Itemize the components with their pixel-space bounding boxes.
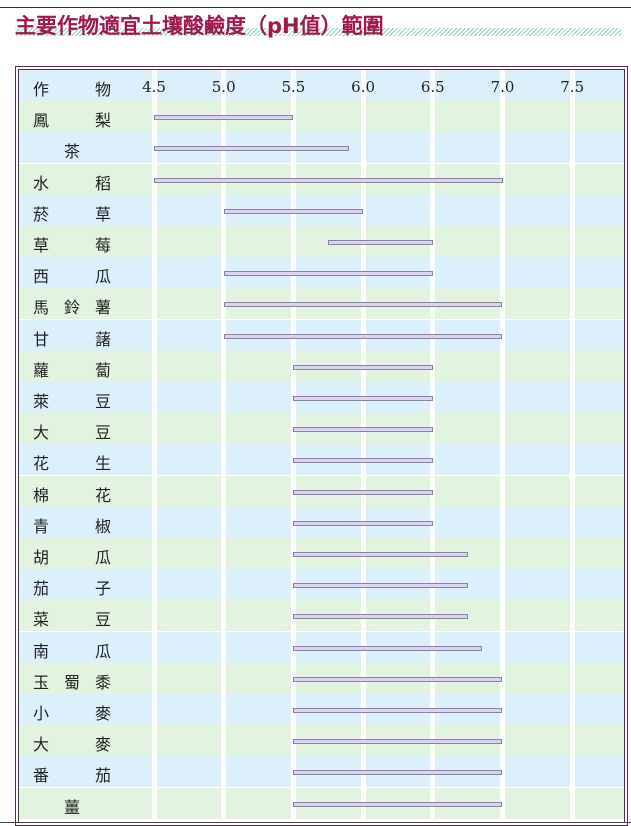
chart-frame: 4.5 5.0 5.5 6.0 6.5 7.0 7.5 作物鳳梨茶水稻菸草草莓西瓜馬鈴薯甘藷蘿… [15, 66, 628, 826]
category-label: 鳳 [32, 111, 50, 131]
range-bar [154, 115, 294, 121]
range-bar [154, 146, 350, 152]
x-tick-label: 6.5 [420, 78, 445, 96]
category-label: 萊 [32, 392, 50, 411]
header-label: 物 [94, 80, 112, 99]
x-tick-label: 5.5 [281, 78, 306, 96]
gridline [290, 70, 296, 822]
category-label: 甘 [32, 329, 50, 349]
category-label: 蜀 [63, 672, 81, 692]
category-label: 蘿 [32, 360, 50, 380]
range-bar [223, 302, 503, 308]
category-label: 草 [32, 236, 50, 255]
category-label: 花 [32, 454, 50, 474]
bottom-rule [0, 822, 631, 823]
range-bar [293, 552, 468, 557]
range-bar [293, 520, 433, 526]
category-label: 草 [94, 204, 112, 224]
category-label: 菜 [32, 610, 50, 630]
category-label: 鈴 [63, 298, 81, 318]
category-label: 胡 [32, 548, 50, 567]
category-label: 麥 [94, 735, 112, 755]
range-bar [223, 208, 364, 214]
category-label: 豆 [94, 392, 112, 411]
range-bar [293, 645, 482, 651]
range-bar [293, 708, 503, 713]
category-label: 麥 [94, 704, 112, 723]
range-bar [293, 614, 468, 620]
gridline [569, 70, 575, 822]
category-label: 番 [32, 766, 50, 786]
category-label: 瓜 [94, 267, 112, 287]
category-label: 瓜 [94, 641, 112, 661]
category-label: 稻 [94, 173, 112, 193]
category-label: 豆 [94, 423, 112, 443]
category-label: 玉 [32, 672, 50, 692]
category-label: 瓜 [94, 548, 112, 567]
gridline [221, 70, 227, 822]
range-bar [154, 177, 503, 183]
range-bar [293, 396, 433, 401]
x-tick-label: 4.5 [142, 78, 166, 96]
category-label: 小 [32, 704, 50, 723]
category-label: 藷 [94, 329, 112, 349]
range-bar [293, 458, 433, 464]
range-bar [293, 489, 433, 495]
category-label: 黍 [94, 672, 112, 692]
category-label: 花 [94, 485, 112, 505]
category-label: 梨 [94, 111, 112, 131]
category-label: 青 [32, 516, 50, 536]
range-bar [293, 801, 503, 807]
title-underline-hatch [15, 28, 621, 36]
gridline [151, 70, 157, 822]
gridline [500, 70, 505, 822]
category-label: 茶 [63, 142, 81, 162]
category-label: 蔔 [94, 360, 112, 380]
header-label: 作 [32, 80, 50, 99]
x-tick-label: 7.0 [490, 78, 515, 96]
category-label: 子 [94, 579, 112, 599]
chart-title: 主要作物適宜土壤酸鹼度（pH值）範圍 [15, 14, 384, 38]
category-label: 莓 [94, 236, 112, 255]
range-bar [293, 583, 468, 589]
category-label: 茄 [32, 579, 50, 599]
category-label: 菸 [32, 204, 50, 224]
range-bar [293, 770, 503, 776]
plot-area: 4.5 5.0 5.5 6.0 6.5 7.0 7.5 作物鳳梨茶水稻菸草草莓西瓜馬鈴薯甘藷蘿… [19, 70, 624, 822]
category-label: 馬 [32, 298, 50, 318]
category-label: 大 [32, 423, 50, 443]
category-label: 生 [94, 454, 112, 474]
x-tick-label: 5.0 [211, 78, 236, 96]
range-bar [293, 739, 503, 745]
header-row [19, 70, 624, 101]
gridline [360, 70, 366, 822]
category-label: 棉 [32, 485, 50, 505]
category-label: 水 [32, 173, 50, 193]
range-bar [328, 240, 433, 245]
row-band [19, 101, 624, 133]
category-label: 西 [32, 267, 50, 287]
category-label: 茄 [94, 766, 112, 786]
gridline [430, 70, 436, 822]
range-bar [223, 271, 433, 277]
range-bar [293, 427, 433, 433]
top-rule [0, 7, 631, 8]
category-label: 薯 [94, 298, 112, 318]
range-bar [223, 333, 503, 339]
category-label: 豆 [94, 610, 112, 630]
x-tick-label: 6.0 [351, 78, 376, 96]
range-bar [293, 676, 503, 682]
category-label: 大 [32, 735, 50, 755]
category-label: 南 [32, 641, 50, 661]
category-label: 薑 [63, 797, 81, 817]
row-band [19, 226, 624, 257]
category-label: 椒 [94, 516, 112, 536]
range-bar [293, 364, 433, 370]
x-tick-label: 7.5 [560, 78, 585, 96]
